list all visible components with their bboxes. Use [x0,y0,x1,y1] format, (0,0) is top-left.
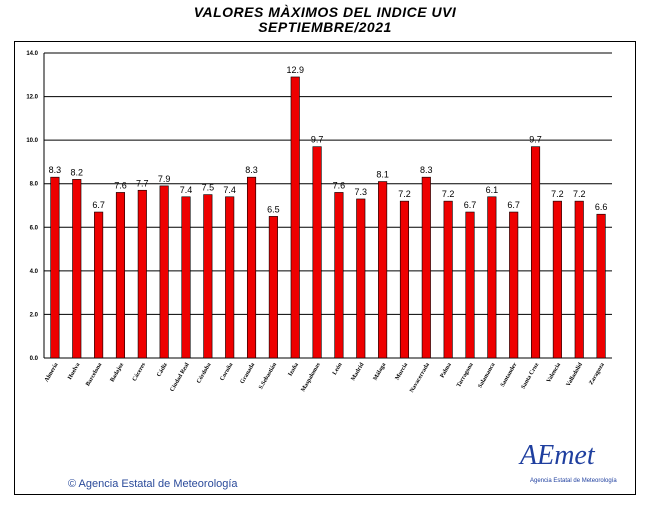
logo-subtext: Agencia Estatal de Meteorología [530,478,617,484]
x-tick-label: Ciudad Real [169,362,190,393]
bar [159,185,169,359]
bar [290,76,300,359]
x-tick-label: Huelva [67,362,81,381]
value-label: 6.7 [92,200,105,210]
logo-wordmark: AEmet [520,440,595,471]
bar [421,176,431,359]
gridlines [43,52,612,359]
x-tick-label: Madrid [350,361,365,382]
y-tick-label: 10.0 [26,138,38,144]
bar [94,211,104,359]
value-label: 12.9 [286,65,304,75]
bar [356,198,366,359]
value-label: 6.6 [595,202,608,212]
bar [50,176,60,359]
x-tick-label: Coruña [219,362,234,382]
x-tick-label: Izaña [288,362,300,377]
y-tick-label: 2.0 [30,312,39,318]
chart-title: VALORES MÀXIMOS DEL INDICE UVI [193,4,457,20]
value-label: 6.5 [267,204,280,214]
value-label: 7.2 [398,189,411,199]
x-tick-label: Granada [240,362,257,385]
value-label: 7.2 [551,189,564,199]
x-tick-label: Zaragoza [588,362,605,386]
bar [596,213,606,359]
bar [530,146,541,359]
chart-frame [14,41,636,495]
value-label: 7.3 [355,187,368,197]
value-label: 9.7 [311,135,324,145]
value-label: 7.6 [114,180,127,190]
x-tick-label: Córdoba [196,362,213,385]
bar [574,200,584,359]
bar [399,200,410,359]
value-label: 7.6 [333,180,346,190]
value-labels: 8.3 8.2 6.7 7.6 7.7 7.9 7.4 7.5 7.4 8.3 6.5 12.9 9.7… [49,65,608,214]
bar [378,181,388,359]
bar [72,179,82,359]
value-label: 7.2 [442,189,455,199]
bar [203,194,213,359]
bar [487,196,497,359]
x-tick-label: S.Sebastián [258,361,278,390]
bar [246,176,257,359]
aemet-logo: AEmet Agencia Estatal de Meteorología [520,440,620,485]
value-label: 6.1 [486,185,499,195]
y-axis-ticks: 0.0 2.0 4.0 6.0 8.0 10.0 12.0 14.0 [26,51,38,362]
x-tick-label: Almería [44,362,60,383]
value-label: 8.3 [245,165,258,175]
bar [552,200,562,359]
value-label: 7.4 [223,185,236,195]
value-label: 7.4 [180,185,193,195]
value-label: 6.7 [507,200,520,210]
value-label: 6.7 [464,200,477,210]
x-tick-label: Palma [440,362,453,379]
x-axis-labels: Almería Huelva Barcelona Badajoz Cáceres Cádi… [44,361,606,393]
x-tick-label: Tarragona [456,362,475,388]
value-label: 7.5 [202,183,215,193]
value-label: 8.3 [420,165,433,175]
x-tick-label: Cádiz [156,362,169,378]
y-tick-label: 14.0 [26,51,38,57]
value-label: 7.2 [573,189,586,199]
bar [225,196,235,359]
x-tick-label: Santander [500,362,519,388]
bar [509,211,519,359]
bar [137,189,147,359]
value-label: 7.9 [158,174,171,184]
y-tick-label: 6.0 [30,225,39,231]
value-label: 7.7 [136,178,149,188]
bar [181,196,191,359]
value-label: 8.2 [71,167,84,177]
bar [443,200,453,359]
bar [312,146,322,359]
x-tick-label: Cáceres [132,361,148,382]
x-tick-label: Badajoz [109,362,125,383]
copyright-text: © Agencia Estatal de Meteorología [68,478,238,490]
y-tick-label: 8.0 [30,182,39,188]
x-tick-label: León [332,361,344,376]
bar [268,216,278,359]
x-tick-label: Navacerrada [409,362,431,394]
value-label: 8.3 [49,165,62,175]
x-tick-label: Salamanca [477,362,496,389]
x-tick-label: Valladolid [566,361,585,387]
y-tick-label: 12.0 [26,95,38,101]
chart-subtitle: SEPTIEMBRE/2021 [258,19,392,35]
bars [50,76,606,359]
x-tick-label: Barcelona [85,362,103,387]
bar [115,192,126,359]
value-label: 9.7 [529,135,542,145]
y-tick-label: 0.0 [30,356,39,362]
y-tick-label: 4.0 [30,269,39,275]
x-tick-label: Santa Cruz [520,362,540,391]
bar [465,211,475,359]
x-tick-label: Málaga [372,362,387,382]
x-tick-label: Murcia [395,362,410,381]
bar [334,192,344,359]
x-tick-label: Maspalomas [300,361,322,393]
value-label: 8.1 [376,170,389,180]
x-tick-label: Valencia [546,362,562,384]
